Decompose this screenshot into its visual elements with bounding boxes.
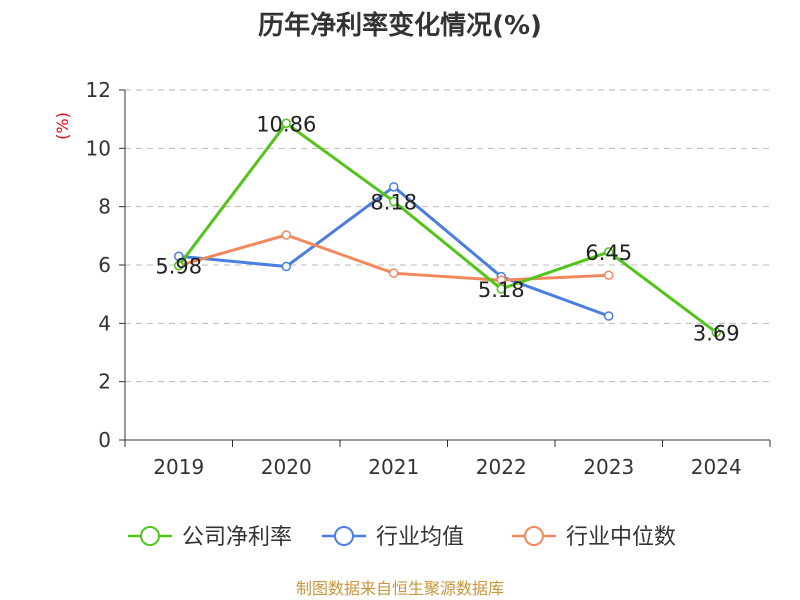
data-point-series-2[interactable] xyxy=(174,251,184,261)
series-layer xyxy=(174,118,721,338)
x-tick-label: 2020 xyxy=(261,455,312,479)
y-axis-unit: (%) xyxy=(53,112,72,140)
y-tick-label: 12 xyxy=(86,78,111,102)
y-tick-label: 2 xyxy=(98,370,111,394)
legend-label[interactable]: 公司净利率 xyxy=(182,525,292,550)
data-point-series-3[interactable] xyxy=(281,230,291,240)
legend-marker-icon[interactable] xyxy=(334,526,354,546)
data-label: 10.86 xyxy=(256,112,316,136)
y-tick-label: 4 xyxy=(98,311,111,335)
x-tick-label: 2021 xyxy=(368,455,419,479)
gridlines xyxy=(125,89,770,383)
legend-label[interactable]: 行业均值 xyxy=(376,525,464,550)
y-tick-label: 10 xyxy=(86,136,111,160)
x-tick-label: 2023 xyxy=(583,455,634,479)
data-label: 5.98 xyxy=(155,255,202,279)
data-labels: 5.98 10.86 8.18 5.18 6.45 3.69 xyxy=(155,112,739,345)
legend[interactable]: 公司净利率 行业均值 行业中位数 xyxy=(128,525,676,550)
x-tick-label: 2022 xyxy=(476,455,527,479)
y-tick-label: 6 xyxy=(98,253,111,277)
y-tick-label: 8 xyxy=(98,195,111,219)
data-point-series-1[interactable] xyxy=(604,247,614,257)
legend-label[interactable]: 行业中位数 xyxy=(566,525,676,550)
data-point-series-2[interactable] xyxy=(604,311,614,321)
y-tick-label: 0 xyxy=(98,428,111,452)
data-label: 5.18 xyxy=(478,278,525,302)
data-point-series-2[interactable] xyxy=(281,261,291,272)
data-source-note: 制图数据来自恒生聚源数据库 xyxy=(296,579,504,598)
data-label: 6.45 xyxy=(585,241,632,265)
x-tick-label: 2024 xyxy=(691,455,742,479)
data-point-series-1[interactable] xyxy=(389,196,399,207)
data-point-series-2[interactable] xyxy=(389,182,399,192)
data-label: 8.18 xyxy=(370,190,417,214)
data-label: 3.69 xyxy=(693,321,740,345)
data-point-series-1[interactable] xyxy=(281,118,291,128)
data-point-series-3[interactable] xyxy=(604,270,614,280)
axes: 0 2 4 6 8 10 12 2019 2020 2021 2022 2023 2024 xyxy=(86,78,771,479)
data-point-series-1[interactable] xyxy=(711,327,721,338)
chart-title: 历年净利率变化情况(%) xyxy=(258,10,542,41)
data-point-series-1[interactable] xyxy=(174,260,184,271)
legend-marker-icon[interactable] xyxy=(524,526,544,546)
legend-marker-icon[interactable] xyxy=(140,526,160,546)
x-tick-label: 2019 xyxy=(153,455,204,479)
series-line-1 xyxy=(177,121,718,334)
data-point-series-1[interactable] xyxy=(496,284,506,294)
data-point-series-3[interactable] xyxy=(389,268,399,278)
